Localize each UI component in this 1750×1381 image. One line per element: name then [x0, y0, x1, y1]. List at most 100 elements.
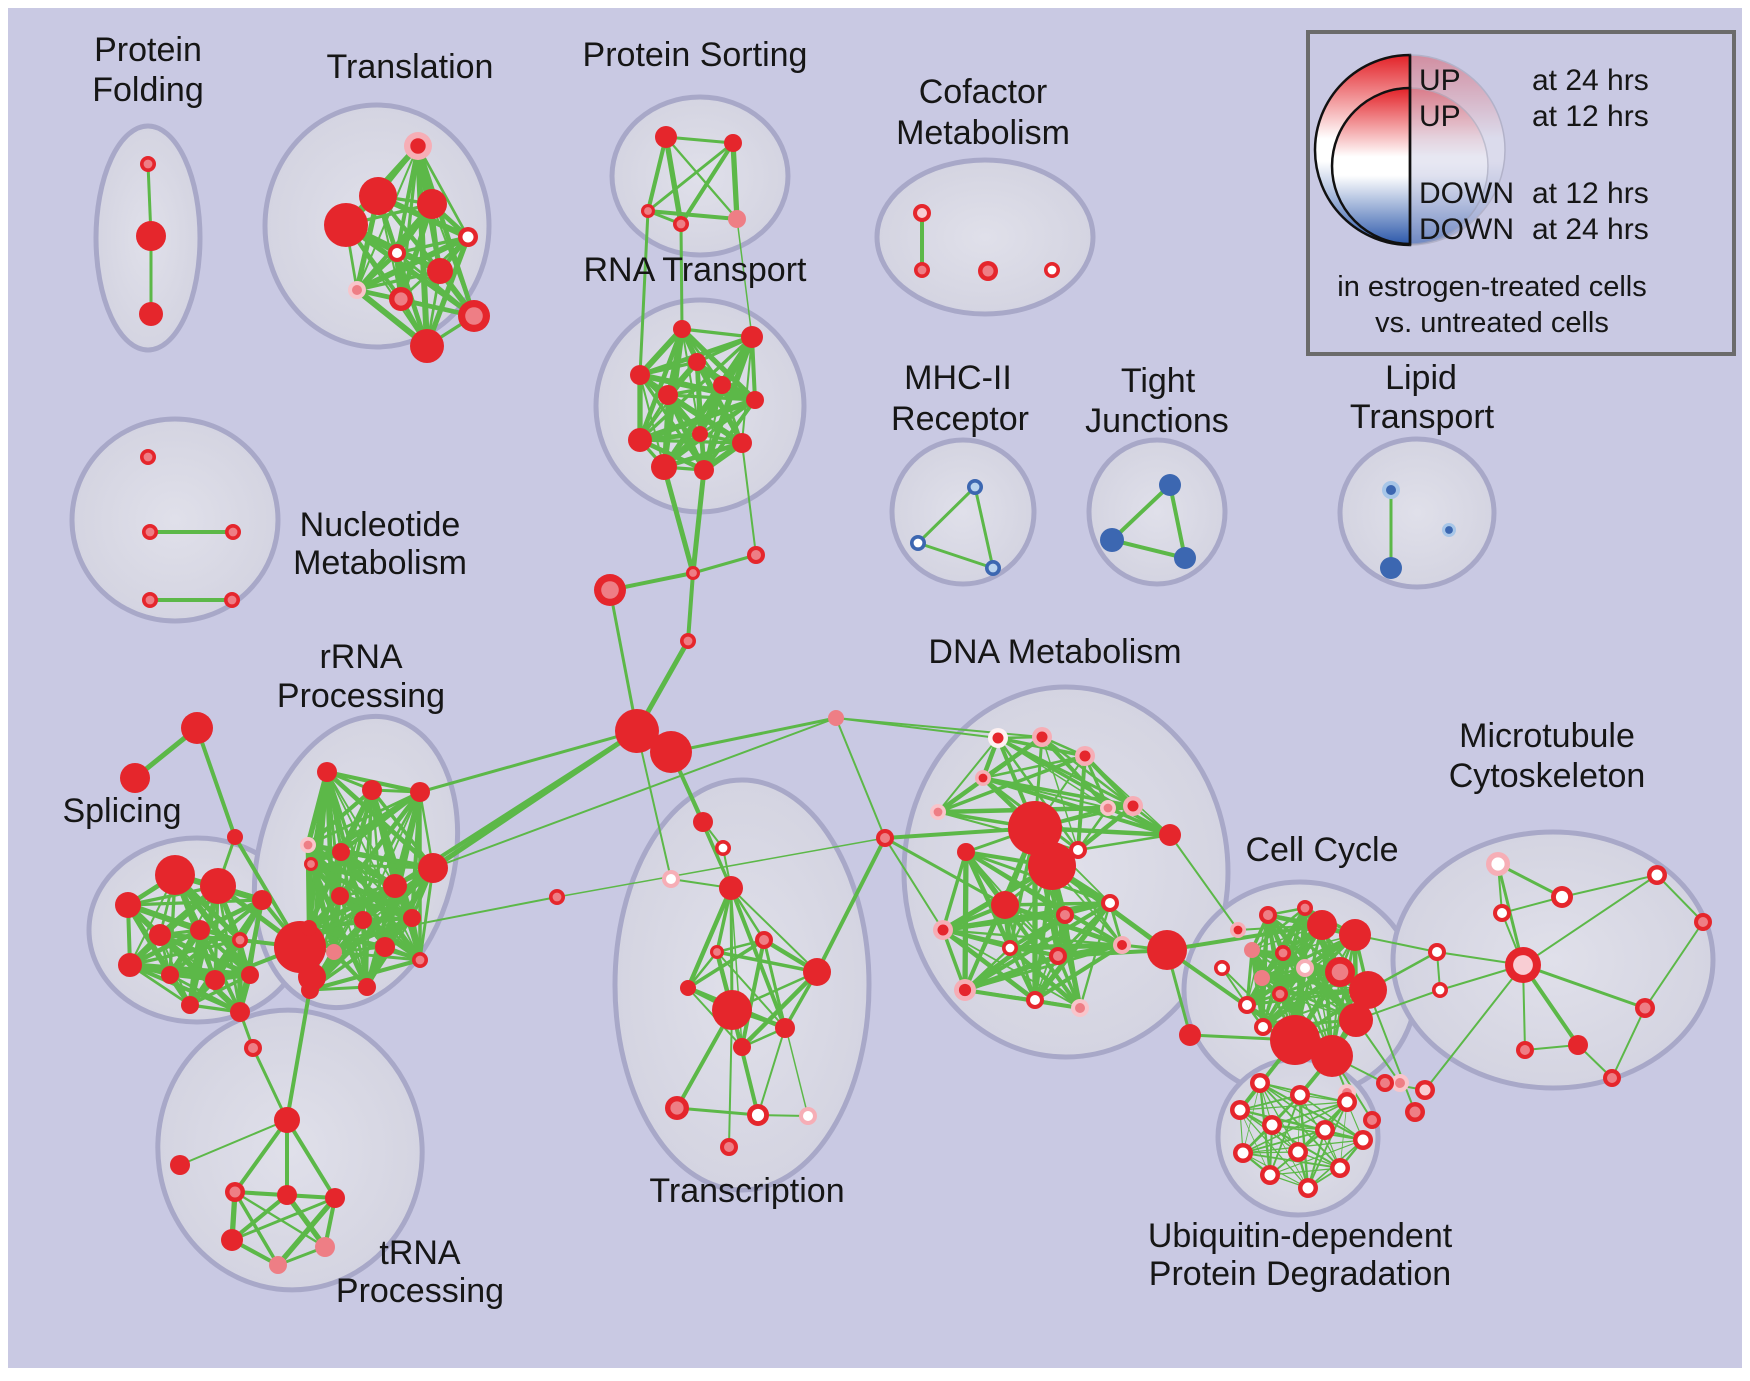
node-core: [1302, 1182, 1314, 1194]
node-core: [978, 773, 988, 783]
cluster-label-rna-transport: RNA Transport: [584, 251, 808, 289]
edge: [337, 893, 415, 921]
node: [1028, 842, 1076, 890]
node: [200, 868, 236, 904]
edge: [741, 442, 757, 556]
edge: [1165, 923, 1324, 952]
edge: [233, 1118, 289, 1194]
edge: [940, 927, 1038, 1003]
node-core: [1497, 908, 1507, 918]
node-core: [1432, 947, 1442, 957]
edge: [1611, 1007, 1646, 1079]
node: [803, 958, 831, 986]
node-core: [1319, 1124, 1331, 1136]
edge: [305, 787, 375, 848]
node: [161, 966, 179, 984]
edge: [1367, 989, 1416, 1113]
node-core: [145, 595, 155, 605]
node: [1179, 1024, 1201, 1046]
node: [1008, 801, 1062, 855]
node-core: [913, 538, 923, 548]
node-core: [1005, 943, 1015, 953]
node-core: [1060, 910, 1070, 920]
node-core: [751, 550, 761, 560]
edge: [637, 326, 685, 443]
node: [136, 221, 166, 251]
node-core: [1047, 265, 1057, 275]
edge: [636, 730, 672, 880]
node: [221, 1229, 243, 1251]
node-core: [1300, 903, 1310, 913]
cluster-label-transcription: Transcription: [649, 1172, 844, 1210]
node-core: [718, 843, 728, 853]
edge: [661, 464, 696, 576]
node: [241, 966, 259, 984]
node: [693, 812, 713, 832]
edge: [1307, 1101, 1348, 1189]
edge: [638, 373, 706, 472]
edge: [306, 790, 422, 847]
edge: [729, 886, 787, 1030]
node: [1159, 474, 1181, 496]
node-core: [1334, 1162, 1346, 1174]
edge: [941, 928, 1124, 947]
node-core: [1380, 1078, 1390, 1088]
node-core: [1292, 1146, 1304, 1158]
edge: [675, 1106, 760, 1117]
edge: [128, 963, 192, 1007]
edge: [284, 1192, 328, 1250]
node-core: [1254, 1077, 1266, 1089]
cluster-label-cofactor-metabolism: Metabolism: [896, 114, 1070, 152]
cluster-label-cell-cycle: Cell Cycle: [1245, 831, 1398, 869]
node: [628, 428, 652, 452]
node-core: [1639, 1002, 1651, 1014]
node-core: [1300, 963, 1310, 973]
legend-time-3: at 24 hrs: [1532, 213, 1649, 246]
edge: [637, 397, 758, 443]
edge: [739, 969, 820, 1050]
node-core: [1341, 1096, 1353, 1108]
node: [155, 855, 195, 895]
node-core: [670, 1101, 684, 1115]
edge: [251, 1046, 289, 1122]
node: [362, 780, 382, 800]
node: [630, 365, 650, 385]
node: [692, 426, 708, 442]
node-core: [1513, 955, 1533, 975]
node: [712, 990, 752, 1030]
edge: [686, 938, 766, 990]
edge: [645, 134, 669, 214]
edge: [669, 716, 838, 754]
edge: [188, 973, 252, 1007]
node-core: [803, 1111, 813, 1121]
edge: [418, 866, 435, 962]
node: [331, 887, 349, 905]
node: [680, 980, 696, 996]
cluster-label-ubiquitin-degradation: Ubiquitin-dependent: [1148, 1217, 1453, 1255]
node: [301, 920, 317, 936]
node-core: [933, 807, 943, 817]
edge: [1110, 483, 1172, 542]
legend-time-1: at 12 hrs: [1532, 100, 1649, 133]
edge: [343, 222, 477, 319]
node-core: [601, 581, 619, 599]
cluster-label-protein-folding: Folding: [92, 71, 204, 109]
node-core: [1258, 1022, 1268, 1032]
edge: [195, 726, 237, 839]
node-core: [227, 595, 237, 605]
node: [1270, 1015, 1320, 1065]
node-core: [958, 983, 972, 997]
node: [427, 258, 453, 284]
node-core: [970, 482, 980, 492]
node: [615, 709, 659, 753]
edge: [1165, 948, 1297, 1042]
node: [269, 1256, 287, 1274]
node: [359, 177, 397, 215]
node-core: [1607, 1073, 1617, 1083]
node-core: [689, 569, 697, 577]
node-core: [1079, 750, 1091, 762]
edge: [637, 326, 685, 378]
node-core: [1331, 963, 1349, 981]
edge: [1269, 1167, 1341, 1176]
node-core: [1445, 526, 1453, 534]
